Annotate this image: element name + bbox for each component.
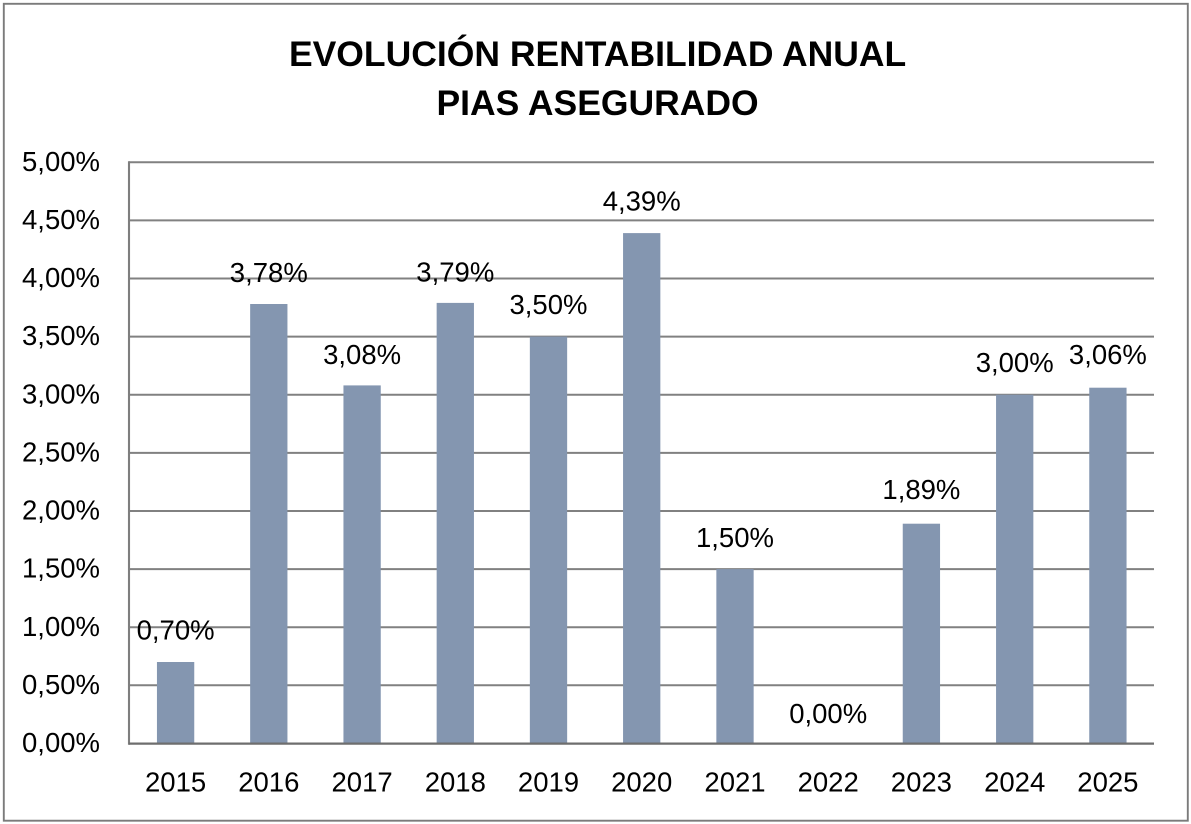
svg-text:1,89%: 1,89% (882, 474, 960, 505)
svg-text:3,00%: 3,00% (976, 347, 1054, 378)
svg-text:0,00%: 0,00% (22, 727, 100, 758)
svg-text:3,00%: 3,00% (22, 378, 100, 409)
svg-text:2017: 2017 (332, 767, 393, 798)
svg-text:2024: 2024 (984, 767, 1045, 798)
svg-text:4,00%: 4,00% (22, 262, 100, 293)
svg-text:2025: 2025 (1077, 767, 1138, 798)
svg-text:1,50%: 1,50% (22, 553, 100, 584)
svg-text:EVOLUCIÓN RENTABILIDAD ANUAL: EVOLUCIÓN RENTABILIDAD ANUAL (289, 34, 906, 74)
svg-text:0,70%: 0,70% (137, 615, 215, 646)
svg-text:2015: 2015 (145, 767, 206, 798)
svg-text:2023: 2023 (891, 767, 952, 798)
svg-text:2018: 2018 (425, 767, 486, 798)
svg-text:1,50%: 1,50% (696, 522, 774, 553)
svg-text:1,00%: 1,00% (22, 611, 100, 642)
svg-text:3,08%: 3,08% (323, 339, 401, 370)
svg-text:2021: 2021 (704, 767, 765, 798)
svg-text:2020: 2020 (611, 767, 672, 798)
svg-text:3,50%: 3,50% (510, 289, 588, 320)
svg-text:2,00%: 2,00% (22, 495, 100, 526)
svg-text:3,50%: 3,50% (22, 320, 100, 351)
svg-text:3,78%: 3,78% (230, 257, 308, 288)
svg-text:0,00%: 0,00% (789, 698, 867, 729)
svg-text:2016: 2016 (238, 767, 299, 798)
svg-text:3,79%: 3,79% (416, 256, 494, 287)
svg-text:5,00%: 5,00% (22, 146, 100, 177)
svg-text:2022: 2022 (798, 767, 859, 798)
svg-text:0,50%: 0,50% (22, 669, 100, 700)
svg-text:4,39%: 4,39% (603, 185, 681, 216)
svg-text:2,50%: 2,50% (22, 437, 100, 468)
svg-text:3,06%: 3,06% (1069, 339, 1147, 370)
svg-text:2019: 2019 (518, 767, 579, 798)
svg-text:4,50%: 4,50% (22, 204, 100, 235)
svg-text:PIAS ASEGURADO: PIAS ASEGURADO (437, 83, 759, 123)
